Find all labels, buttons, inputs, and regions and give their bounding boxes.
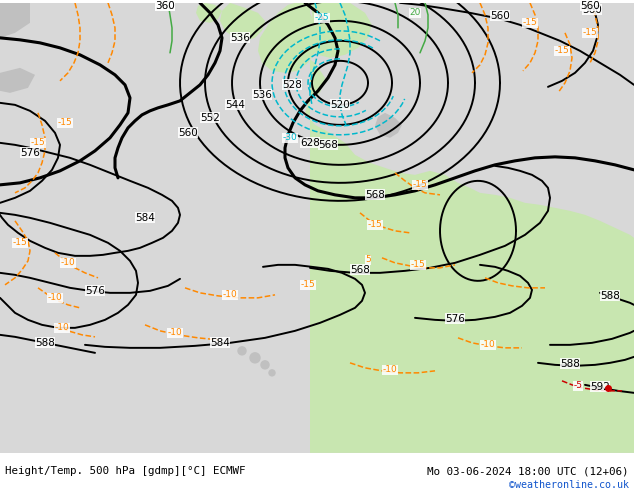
Text: 552: 552 bbox=[200, 113, 220, 123]
Text: 536: 536 bbox=[230, 33, 250, 43]
Polygon shape bbox=[196, 3, 222, 23]
Polygon shape bbox=[258, 3, 318, 73]
Polygon shape bbox=[0, 68, 35, 93]
Text: 576: 576 bbox=[85, 286, 105, 296]
Text: -5: -5 bbox=[574, 381, 583, 391]
Text: -15: -15 bbox=[413, 180, 427, 189]
Text: -10: -10 bbox=[223, 291, 237, 299]
Text: -15: -15 bbox=[555, 47, 569, 55]
Text: -10: -10 bbox=[481, 341, 495, 349]
Text: 360: 360 bbox=[155, 1, 175, 11]
Text: -15: -15 bbox=[301, 280, 315, 290]
Circle shape bbox=[238, 347, 246, 355]
Text: 20: 20 bbox=[410, 8, 421, 17]
Text: 568: 568 bbox=[365, 190, 385, 200]
Text: 592: 592 bbox=[590, 382, 610, 392]
Text: 536: 536 bbox=[252, 90, 272, 100]
Text: 560: 560 bbox=[582, 5, 602, 15]
Text: 528: 528 bbox=[282, 80, 302, 90]
Circle shape bbox=[269, 370, 275, 376]
Text: 588: 588 bbox=[600, 291, 620, 301]
Text: -10: -10 bbox=[61, 258, 75, 268]
Text: -15: -15 bbox=[522, 18, 538, 27]
Text: 544: 544 bbox=[225, 100, 245, 110]
Text: 576: 576 bbox=[445, 314, 465, 324]
Text: 520: 520 bbox=[330, 100, 350, 110]
Text: -15: -15 bbox=[30, 138, 46, 147]
Text: -10: -10 bbox=[48, 294, 62, 302]
Text: 584: 584 bbox=[135, 213, 155, 223]
Text: 560: 560 bbox=[490, 11, 510, 21]
Text: 584: 584 bbox=[210, 338, 230, 348]
Polygon shape bbox=[375, 113, 402, 138]
Text: 588: 588 bbox=[560, 359, 580, 369]
Text: Height/Temp. 500 hPa [gdmp][°C] ECMWF: Height/Temp. 500 hPa [gdmp][°C] ECMWF bbox=[5, 466, 245, 476]
Text: 360: 360 bbox=[155, 1, 175, 11]
Text: -10: -10 bbox=[383, 366, 398, 374]
Text: 568: 568 bbox=[350, 265, 370, 275]
Text: -15: -15 bbox=[411, 260, 425, 270]
Text: -15: -15 bbox=[368, 220, 382, 229]
Text: -25: -25 bbox=[314, 13, 329, 23]
Text: -10: -10 bbox=[167, 328, 183, 337]
Text: Mo 03-06-2024 18:00 UTC (12+06): Mo 03-06-2024 18:00 UTC (12+06) bbox=[427, 466, 629, 476]
Text: -30: -30 bbox=[283, 133, 297, 143]
Text: 560: 560 bbox=[178, 128, 198, 138]
Text: -15: -15 bbox=[58, 119, 72, 127]
Circle shape bbox=[261, 361, 269, 369]
Polygon shape bbox=[0, 3, 30, 38]
Text: -15: -15 bbox=[13, 238, 27, 247]
Circle shape bbox=[250, 353, 260, 363]
Polygon shape bbox=[310, 3, 372, 58]
Text: 560: 560 bbox=[580, 1, 600, 11]
Text: 576: 576 bbox=[20, 148, 40, 158]
Text: ©weatheronline.co.uk: ©weatheronline.co.uk bbox=[509, 480, 629, 490]
Text: -15: -15 bbox=[583, 28, 597, 37]
Text: -10: -10 bbox=[55, 323, 69, 332]
Text: 5: 5 bbox=[365, 255, 371, 264]
Text: 568: 568 bbox=[318, 140, 338, 150]
Text: 588: 588 bbox=[35, 338, 55, 348]
Polygon shape bbox=[295, 3, 634, 453]
Text: 628: 628 bbox=[300, 138, 320, 148]
Polygon shape bbox=[220, 3, 265, 41]
